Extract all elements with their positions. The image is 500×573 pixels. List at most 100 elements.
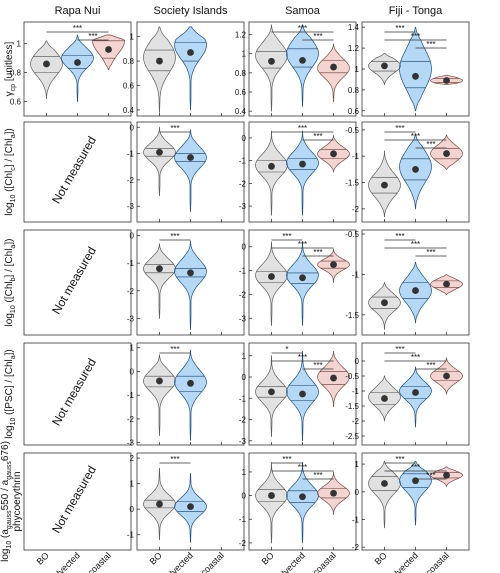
violin-ime-coastal [430, 357, 463, 395]
panel-frame [23, 342, 132, 446]
median-point [268, 57, 275, 65]
y-tick-label: 0.6 [235, 88, 247, 97]
panel-1-3: -2 -1.5 -1 -0.5 *** *** *** [345, 121, 470, 223]
violin-bo [255, 241, 288, 326]
violin-ime-advected [174, 349, 207, 441]
median-point [330, 489, 337, 497]
row-axis-label: log10 ([Chlb] / [Chla]) [4, 239, 17, 327]
column-title: Rapa Nui [55, 5, 101, 17]
violin-bo [368, 375, 401, 422]
violin-body [30, 40, 63, 100]
violin-bo [143, 354, 176, 436]
median-point [299, 160, 306, 168]
y-tick-label: -1 [127, 531, 135, 540]
violin-bo [368, 150, 401, 218]
row-axis-label-part: ]) [4, 349, 15, 355]
y-tick-label: -2 [127, 287, 135, 296]
median-point [299, 274, 306, 282]
violin-bo [255, 130, 288, 216]
panel-3-1: -3 -2 -1 0 1 *** [127, 342, 245, 448]
median-point [187, 503, 194, 511]
row-axis-label-part: log [0, 549, 11, 562]
significance-label: *** [170, 455, 179, 464]
panel-4-2: -2 -1 0 1 *** *** *** [239, 452, 357, 551]
violin-bo [143, 126, 176, 197]
row-axis-label-part: a [10, 245, 17, 249]
row-axis-label-part: ([Chl [4, 281, 15, 305]
median-point [268, 273, 275, 280]
row-axis-label: log10 ([Chlc] / [Chla]) [4, 128, 17, 215]
x-category-label: IME coastal [411, 550, 451, 573]
median-point [105, 46, 112, 53]
significance-label: *** [395, 24, 404, 33]
median-point [187, 154, 194, 161]
violin-body [174, 240, 207, 330]
y-tick-label: -1 [127, 150, 135, 159]
violin-body [143, 26, 176, 113]
significance-label: *** [411, 132, 420, 141]
violin-ime-coastal [92, 34, 125, 71]
violin-body [368, 460, 401, 529]
violin-bo [143, 26, 176, 113]
column-title: Samoa [285, 5, 321, 17]
panel-frame [136, 229, 245, 336]
significance-label: *** [426, 471, 435, 480]
y-tick-label: -0.5 [345, 126, 359, 135]
median-point [412, 477, 419, 485]
violin-ime-advected [286, 130, 319, 216]
row-axis-label-part: 10 [10, 194, 17, 202]
row-axis-label-part: gauss [6, 510, 13, 529]
y-tick-label: 0 [242, 243, 247, 252]
violin-ime-advected [174, 473, 207, 543]
y-tick-label: 1.2 [348, 44, 360, 53]
y-tick-label: -1 [239, 515, 247, 524]
y-tick-label: 0 [355, 488, 360, 497]
significance-label: *** [411, 32, 420, 41]
panel-0-1: 0.4 0.6 0.8 1 [123, 21, 245, 117]
column-title: Society Islands [154, 5, 228, 17]
violin-body [174, 349, 207, 441]
panel-frame [23, 452, 132, 551]
panel-3-2: -3-2-101******* [239, 342, 357, 446]
y-tick-label: 0.8 [123, 57, 135, 66]
row-axis-label-phycoerythrin: phycoerythrin [12, 471, 23, 531]
significance-label: *** [313, 471, 322, 480]
y-tick-label: 0.6 [348, 107, 360, 116]
significance-label: *** [170, 124, 179, 133]
row-axis-label-part: c [10, 167, 17, 171]
row-axis-label-part: 10 [6, 541, 13, 549]
panel-0-2: 0.4 0.6 0.8 1 1.2 *** *** [235, 21, 357, 117]
row-axis-label-part: ([PSC] / [Chl [4, 359, 15, 417]
y-tick-label: 0 [130, 232, 135, 241]
violin-ime-advected [286, 462, 319, 544]
median-point [443, 77, 450, 84]
violin-ime-advected [399, 261, 432, 324]
x-category-label: BO [35, 550, 51, 566]
significance-label: *** [395, 124, 404, 133]
y-tick-label: 1 [242, 50, 247, 59]
significance-label: *** [426, 248, 435, 257]
median-point [381, 480, 388, 487]
significance-label: *** [298, 353, 307, 362]
row-axis-label-part: γ [4, 91, 15, 96]
median-point [74, 59, 81, 66]
row-axis-label: log10 (agauss550 / agauss676) [0, 441, 13, 562]
significance-label: *** [282, 455, 291, 464]
panel-1-0: Not measured [23, 121, 132, 223]
violin-bo [255, 462, 288, 544]
significance-label: * [285, 345, 288, 354]
y-tick-label: -2 [127, 415, 135, 424]
violin-ime-advected [399, 134, 432, 210]
violin-ime-advected [399, 366, 432, 428]
violin-ime-advected [286, 24, 319, 107]
x-category-label: IME coastal [186, 550, 226, 573]
violin-ime-advected [286, 241, 319, 326]
violin-body [255, 130, 288, 216]
panel-frame [361, 21, 470, 117]
panel-3-0: Not measured [23, 342, 132, 446]
violin-bo [255, 355, 288, 437]
violin-ime-coastal [317, 248, 350, 283]
row-axis-label: log10 ([PSC] / [Chla]) [4, 349, 17, 439]
y-tick-label: -2.5 [345, 432, 359, 441]
